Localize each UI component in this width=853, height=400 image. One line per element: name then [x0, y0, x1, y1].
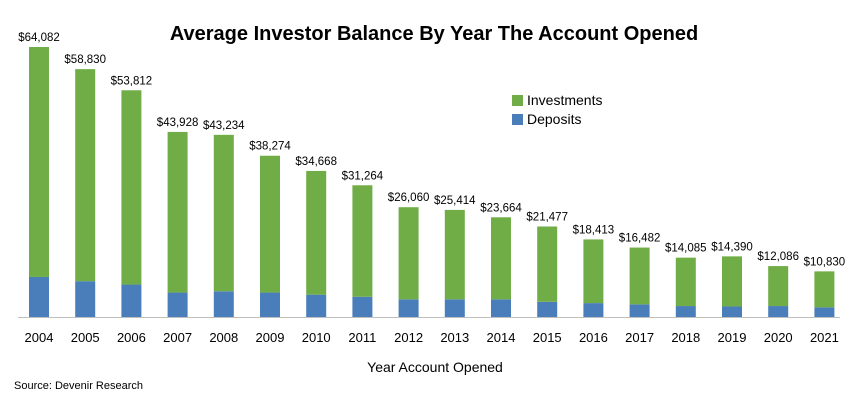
- bar-deposits-2008: [213, 291, 234, 317]
- bar-deposits-2009: [260, 292, 280, 317]
- bar-investments-2015: [537, 226, 558, 302]
- x-tick-2019: 2019: [718, 330, 747, 345]
- total-label-2005: $58,830: [64, 54, 106, 66]
- total-label-2012: $26,060: [388, 192, 430, 204]
- x-tick-2020: 2020: [764, 330, 793, 345]
- chart-title: Average Investor Balance By Year The Acc…: [170, 23, 698, 45]
- x-tick-2010: 2010: [302, 330, 331, 345]
- total-label-2011: $31,264: [342, 170, 384, 182]
- bar-deposits-2012: [398, 299, 419, 317]
- total-label-2017: $16,482: [619, 233, 661, 245]
- bar-investments-2014: [491, 217, 511, 300]
- x-tick-2005: 2005: [71, 330, 100, 345]
- bar-deposits-2017: [629, 304, 650, 317]
- bar-investments-2020: [768, 266, 789, 307]
- bar-investments-2018: [675, 257, 696, 307]
- total-label-2010: $34,668: [295, 156, 337, 168]
- bar-deposits-2013: [444, 299, 465, 317]
- total-label-2020: $12,086: [757, 251, 799, 263]
- bar-deposits-2020: [768, 306, 789, 317]
- total-label-2006: $53,812: [111, 75, 153, 87]
- total-label-2004: $64,082: [18, 32, 60, 44]
- bar-deposits-2010: [306, 294, 327, 317]
- x-tick-2017: 2017: [625, 330, 654, 345]
- bar-investments-2008: [213, 134, 234, 292]
- bar-deposits-2021: [814, 307, 835, 317]
- legend-swatch-deposits: [512, 114, 523, 125]
- legend-label-investments: Investments: [527, 92, 602, 108]
- bar-deposits-2015: [537, 301, 558, 317]
- bar-deposits-2014: [491, 299, 511, 317]
- bar-investments-2010: [306, 170, 327, 295]
- bar-deposits-2018: [675, 306, 696, 317]
- total-label-2021: $10,830: [804, 256, 846, 268]
- bar-investments-2004: [29, 47, 49, 277]
- bar-investments-2007: [167, 131, 188, 293]
- bar-investments-2013: [444, 209, 465, 300]
- x-axis-label: Year Account Opened: [367, 359, 503, 375]
- bar-deposits-2016: [583, 303, 604, 317]
- bar-deposits-2006: [121, 284, 142, 317]
- x-tick-2009: 2009: [256, 330, 285, 345]
- x-tick-2004: 2004: [25, 330, 54, 345]
- x-tick-2012: 2012: [394, 330, 423, 345]
- bar-investments-2009: [260, 155, 280, 293]
- bars-group: [29, 47, 835, 317]
- bar-investments-2005: [75, 69, 96, 282]
- bar-deposits-2011: [352, 296, 373, 317]
- x-tick-2021: 2021: [810, 330, 839, 345]
- bar-investments-2006: [121, 90, 142, 285]
- legend-label-deposits: Deposits: [527, 111, 581, 127]
- total-label-2007: $43,928: [157, 117, 199, 129]
- bar-investments-2011: [352, 185, 373, 297]
- x-tick-2013: 2013: [440, 330, 469, 345]
- x-tick-2007: 2007: [163, 330, 192, 345]
- x-tick-2015: 2015: [533, 330, 562, 345]
- x-tick-2014: 2014: [487, 330, 516, 345]
- bar-deposits-2005: [75, 281, 96, 317]
- bar-investments-2016: [583, 239, 604, 304]
- total-label-2019: $14,390: [711, 241, 753, 253]
- source-note: Source: Devenir Research: [14, 380, 143, 392]
- total-label-2013: $25,414: [434, 195, 476, 207]
- x-tick-2018: 2018: [671, 330, 700, 345]
- bar-investments-2012: [398, 207, 419, 300]
- legend: Investments Deposits: [512, 92, 602, 127]
- x-tick-2016: 2016: [579, 330, 608, 345]
- bar-investments-2021: [814, 271, 835, 308]
- total-label-2014: $23,664: [480, 202, 522, 214]
- bar-deposits-2007: [167, 292, 188, 317]
- total-label-2008: $43,234: [203, 120, 245, 132]
- total-label-2018: $14,085: [665, 243, 707, 255]
- total-label-2009: $38,274: [249, 141, 291, 153]
- legend-swatch-investments: [512, 95, 523, 106]
- bar-deposits-2019: [722, 306, 742, 317]
- x-tick-2008: 2008: [209, 330, 238, 345]
- bar-investments-2019: [722, 256, 742, 307]
- bar-investments-2017: [629, 247, 650, 305]
- x-tick-labels-group: 2004 2005 2006 2007 2008 2009 2010 2011 2012 2013…: [25, 330, 839, 345]
- x-tick-2006: 2006: [117, 330, 146, 345]
- x-tick-2011: 2011: [348, 330, 376, 345]
- total-label-2015: $21,477: [526, 212, 568, 224]
- total-label-2016: $18,413: [573, 224, 615, 236]
- bar-deposits-2004: [29, 276, 49, 317]
- total-labels-group: $64,082 $58,830 $53,812 $43,928 $43,234 $38,2…: [18, 32, 845, 268]
